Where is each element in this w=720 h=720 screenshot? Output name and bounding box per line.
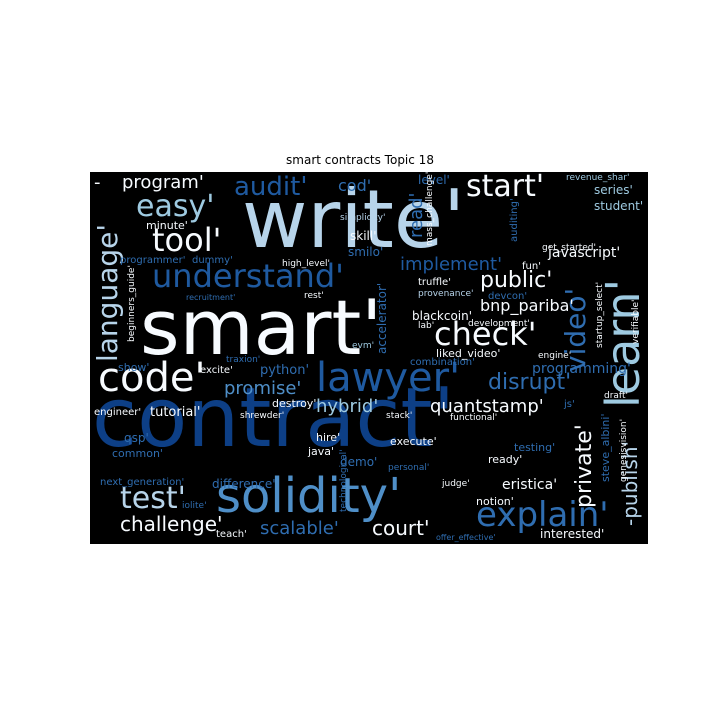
word-test: test' bbox=[120, 481, 186, 516]
word-offer_effective: offer_effective' bbox=[436, 533, 496, 542]
word-java: java' bbox=[308, 445, 335, 458]
word-tool: tool' bbox=[152, 221, 222, 259]
word-show: show' bbox=[118, 361, 150, 374]
word-level: level' bbox=[418, 173, 450, 187]
word-fun: fun' bbox=[522, 261, 541, 272]
word-ready: ready' bbox=[488, 453, 523, 466]
word-liked_video: liked_video' bbox=[436, 347, 501, 360]
word-skill: skill' bbox=[350, 229, 377, 243]
word-beginners_guide: beginners_guide' bbox=[127, 265, 137, 342]
word-interested: interested' bbox=[540, 527, 605, 541]
word-explain: explain' bbox=[476, 495, 609, 535]
word-stack: stack' bbox=[386, 411, 413, 421]
word-scalable: scalable' bbox=[260, 518, 339, 539]
word-quantstamp: quantstamp' bbox=[430, 396, 544, 417]
word-write: write' bbox=[242, 173, 466, 266]
word-dummy: dummy' bbox=[192, 255, 233, 266]
word-implement: implement' bbox=[400, 254, 503, 275]
word-qsp: qsp' bbox=[124, 431, 149, 445]
word-startup_select: startup_select' bbox=[595, 281, 605, 348]
word-code: code' bbox=[98, 355, 206, 401]
word-audit: audit' bbox=[234, 172, 308, 202]
word-destroy: destroy' bbox=[272, 397, 317, 410]
word-language: language' bbox=[91, 223, 124, 362]
word-execute: execute' bbox=[390, 435, 437, 448]
word-auditing: auditing' bbox=[509, 198, 520, 242]
word-programmer: programmer' bbox=[120, 255, 186, 266]
word-public: public' bbox=[480, 268, 553, 293]
word-series: series' bbox=[594, 183, 633, 197]
word-recruitment: recruitment' bbox=[186, 293, 236, 302]
word-truffle: truffle' bbox=[418, 277, 451, 288]
word-notion: notion' bbox=[476, 495, 514, 508]
word-next_generation: next_generation' bbox=[100, 477, 185, 488]
word-smilo: smilo' bbox=[348, 245, 384, 259]
word-disrupt: disrupt' bbox=[488, 370, 572, 395]
word-evm: evm' bbox=[352, 341, 375, 351]
word-bnp_pariba: bnp_pariba' bbox=[480, 296, 574, 315]
word-promise: promise' bbox=[224, 378, 302, 399]
word-shrewder: shrewder' bbox=[240, 411, 285, 421]
word-eristica: eristica' bbox=[502, 477, 558, 493]
word-minute: minute' bbox=[146, 219, 188, 232]
word-tutorial: tutorial' bbox=[150, 405, 201, 420]
word-judge: judge' bbox=[442, 479, 470, 489]
word-genesisvision: genesisvision' bbox=[619, 418, 629, 482]
word-teach: teach' bbox=[216, 529, 247, 540]
word-get_started: get_started' bbox=[542, 243, 596, 253]
word-read: read' bbox=[406, 192, 427, 238]
word-rest: rest' bbox=[304, 291, 324, 301]
word-dash: - bbox=[94, 172, 101, 193]
word-easy: easy' bbox=[136, 189, 215, 224]
word-engine: engine' bbox=[538, 351, 572, 361]
word-student: student' bbox=[594, 199, 644, 213]
word-court: court' bbox=[372, 516, 430, 540]
word-provenance: provenance' bbox=[418, 289, 474, 299]
word-draft: draft' bbox=[604, 391, 628, 401]
word-traxion: traxion' bbox=[226, 355, 261, 365]
word-contract: contract' bbox=[92, 371, 456, 466]
word-understand: understand' bbox=[152, 257, 344, 295]
word-cod: cod' bbox=[338, 176, 372, 195]
word-personal: personal' bbox=[388, 463, 430, 473]
word-hire: hire' bbox=[316, 431, 341, 444]
word-iolite: iolite' bbox=[182, 501, 207, 511]
word-blackcoin: blackcoin' bbox=[412, 309, 473, 323]
word-development: development' bbox=[468, 319, 530, 329]
word-devcon: devcon' bbox=[488, 291, 528, 302]
word-verifiable: verifiable' bbox=[631, 299, 641, 344]
word-difference: difference' bbox=[212, 477, 276, 491]
word-engineer: engineer' bbox=[94, 407, 142, 418]
word-demo: demo' bbox=[340, 455, 378, 469]
word-check: check' bbox=[434, 315, 537, 353]
word-common: common' bbox=[112, 447, 163, 460]
word-start: start' bbox=[466, 172, 545, 204]
word-functional: functional' bbox=[450, 413, 498, 423]
word-lab: lab' bbox=[418, 321, 435, 331]
word-accelerator: accelerator' bbox=[375, 282, 389, 354]
word-simplicity: simplicity' bbox=[340, 213, 386, 223]
word-python: python' bbox=[260, 363, 310, 378]
word-high_level: high_level' bbox=[282, 259, 330, 269]
word-revenue_shar: revenue_shar' bbox=[566, 173, 630, 183]
chart-title: smart contracts Topic 18 bbox=[286, 153, 434, 167]
word-solidity: solidity' bbox=[216, 468, 402, 524]
word-javascript: javascript' bbox=[548, 245, 621, 261]
word-smart: smart' bbox=[140, 283, 383, 372]
word-hybrid: hybrid' bbox=[316, 396, 379, 417]
word-programming: programming' bbox=[532, 361, 631, 377]
word-js: js' bbox=[564, 399, 575, 410]
word-private: private' bbox=[572, 424, 597, 508]
word-lawyer: lawyer' bbox=[316, 355, 461, 401]
word-excite: excite' bbox=[200, 365, 233, 376]
word-program: program' bbox=[122, 172, 204, 193]
word-combination: combination' bbox=[410, 357, 475, 368]
word-steve_albini: steve_albini' bbox=[599, 413, 612, 482]
word-challenge: challenge' bbox=[120, 512, 223, 536]
word-cloud: smart' write' contract' solidity' code' … bbox=[90, 172, 648, 544]
word-mass_challenge: mass_challenge' bbox=[425, 172, 435, 246]
word-testing: testing' bbox=[514, 441, 556, 454]
word-technological: technological' bbox=[339, 449, 349, 512]
